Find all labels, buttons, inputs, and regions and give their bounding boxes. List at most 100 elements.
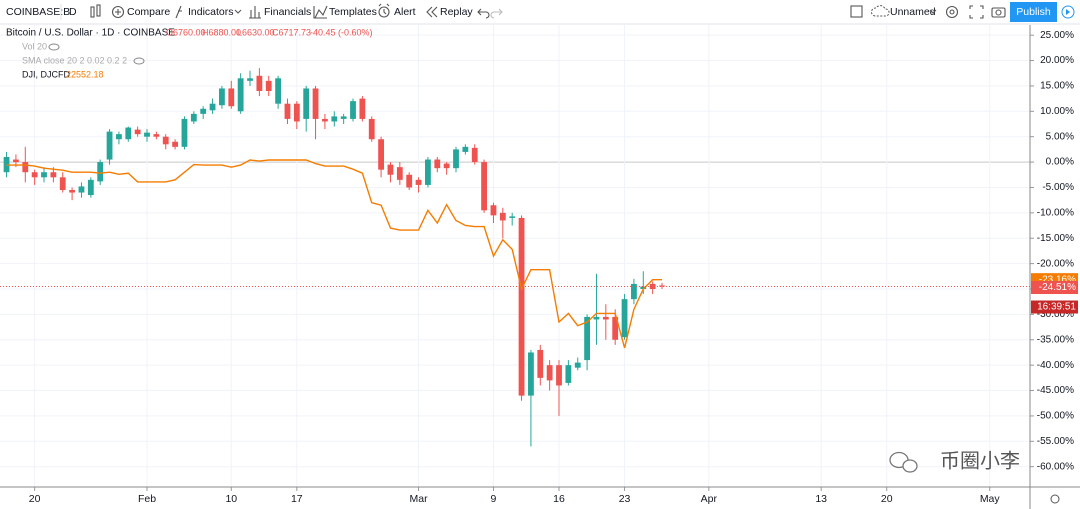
- compare-button[interactable]: Compare: [127, 6, 170, 18]
- legend-low: L6630.00: [237, 27, 275, 37]
- candle-body: [368, 118, 375, 140]
- replay-button[interactable]: Replay: [440, 6, 473, 18]
- compare-icon: [115, 9, 121, 15]
- last-price-label: -24.51%: [1039, 282, 1076, 293]
- candle-body: [406, 174, 413, 188]
- x-tick-label: Apr: [701, 493, 718, 505]
- y-tick-label: -20.00%: [1037, 258, 1074, 269]
- candle-body: [565, 365, 572, 383]
- candle-body: [528, 352, 534, 396]
- settings-button[interactable]: [1050, 494, 1060, 504]
- legend-high: H6880.00: [202, 27, 241, 37]
- candle-body: [31, 172, 38, 178]
- legend-compare-value: 22552.18: [66, 69, 104, 79]
- countdown-label: 16:39:51: [1037, 302, 1076, 313]
- legend-compare-symbol: DJI, DJCFD: [22, 69, 70, 79]
- templates-icon: [313, 5, 328, 19]
- candle-body: [13, 159, 19, 163]
- candle-body: [462, 146, 469, 152]
- candle-body: [659, 285, 665, 287]
- replay-icon: [426, 6, 438, 18]
- candle-body: [87, 179, 94, 196]
- candle-body: [537, 349, 544, 378]
- financials-icon: [249, 6, 261, 19]
- candle-body: [509, 216, 516, 218]
- settings-button[interactable]: [945, 5, 959, 19]
- templates-button[interactable]: Templates: [329, 6, 377, 18]
- settings-icon: [949, 9, 955, 15]
- candle-body: [265, 80, 272, 91]
- x-tick-label: 16: [553, 493, 565, 505]
- x-tick-label: 9: [491, 493, 497, 505]
- candle-body: [649, 283, 656, 289]
- undo-button[interactable]: [477, 8, 490, 19]
- candle-body: [69, 190, 76, 193]
- interval-button[interactable]: D: [69, 6, 77, 18]
- candle-body: [331, 116, 338, 122]
- redo-button[interactable]: [490, 8, 503, 19]
- snapshot-button[interactable]: [991, 7, 1006, 18]
- last-value-label: -23.16%: [1039, 274, 1076, 285]
- alert-icon: [378, 6, 390, 18]
- y-tick-label: 10.00%: [1040, 106, 1074, 117]
- candle-body: [546, 365, 553, 381]
- compare-line: [6, 159, 662, 349]
- candle-body: [247, 78, 253, 81]
- candle-body: [237, 78, 244, 112]
- countdown-badge: [1031, 300, 1078, 314]
- candle-body: [3, 157, 10, 173]
- candle-body: [144, 132, 150, 137]
- candle-body: [209, 103, 216, 111]
- symbol-button[interactable]: COINBASE:B: [6, 6, 70, 18]
- y-tick-label: 25.00%: [1040, 30, 1074, 41]
- candle-body: [602, 316, 609, 320]
- y-tick-label: -45.00%: [1037, 385, 1074, 396]
- x-tick-label: 17: [291, 493, 303, 505]
- toolbar: COINBASE:B D Compare Indicators Financia…: [0, 0, 1080, 25]
- y-tick-label: -10.00%: [1037, 207, 1074, 218]
- dropdown-icon: [929, 9, 937, 14]
- hide-icon[interactable]: [48, 43, 60, 51]
- candle-body: [22, 162, 29, 173]
- candle-body: [640, 286, 647, 289]
- candle-body: [396, 167, 403, 180]
- snapshot-icon: [995, 9, 1002, 16]
- indicators-button[interactable]: Indicators: [188, 6, 234, 18]
- publish-button[interactable]: [1010, 2, 1057, 22]
- candle-body: [425, 159, 431, 185]
- candle-body: [378, 139, 385, 170]
- watermark: 币圈小李: [889, 449, 1020, 473]
- legend-volume: Vol 20: [22, 41, 47, 51]
- financials-button[interactable]: Financials: [264, 6, 311, 18]
- candle-body: [303, 88, 310, 119]
- legend-open: O6760.00: [166, 27, 206, 37]
- candle-body: [162, 136, 169, 145]
- alert-button[interactable]: Alert: [394, 6, 416, 18]
- candle-body: [499, 212, 506, 221]
- play-button[interactable]: [1061, 5, 1075, 19]
- candle-body: [200, 108, 207, 114]
- cloud-icon: [871, 5, 890, 17]
- x-tick-label: Mar: [410, 493, 429, 505]
- select-button[interactable]: [850, 5, 863, 18]
- layout-name-button[interactable]: Unnamed: [890, 6, 936, 18]
- fullscreen-button[interactable]: [969, 5, 984, 19]
- y-tick-label: -15.00%: [1037, 233, 1074, 244]
- candle-body: [612, 316, 619, 340]
- icon: [96, 4, 101, 17]
- candle-body: [584, 316, 591, 361]
- plot-area: 25.00% 20.00% 15.00% 10.00% 5.00% 0.00% -5.00%…: [0, 25, 1080, 509]
- candle-body: [116, 134, 122, 140]
- candle-body: [490, 205, 497, 216]
- candle-body: [518, 217, 525, 396]
- candle-body: [134, 129, 141, 135]
- last-price-badge: [1031, 281, 1078, 295]
- x-tick-label: Feb: [138, 493, 156, 505]
- hide-icon[interactable]: [133, 57, 145, 65]
- candle-body: [50, 172, 57, 178]
- y-tick-label: -40.00%: [1037, 360, 1074, 371]
- indicators-icon: [175, 5, 182, 19]
- chart-style-button[interactable]: [90, 4, 101, 18]
- x-tick-label: 10: [225, 493, 237, 505]
